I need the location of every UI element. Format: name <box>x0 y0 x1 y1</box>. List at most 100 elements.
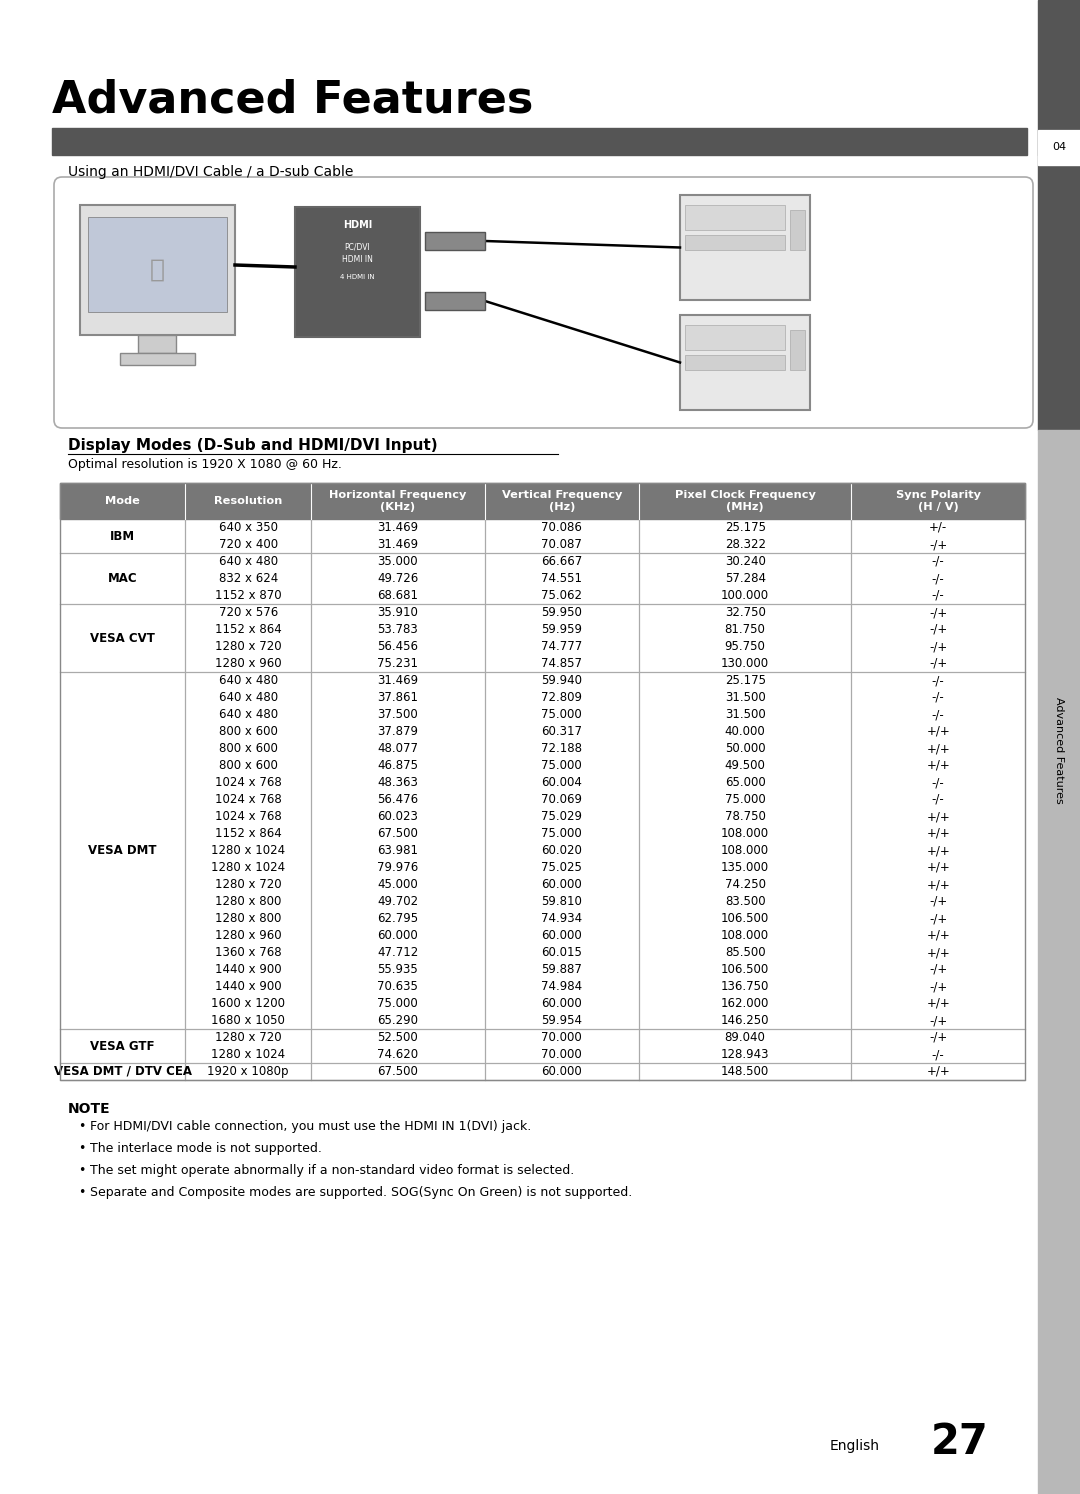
Text: +/+: +/+ <box>927 929 950 943</box>
FancyBboxPatch shape <box>54 176 1032 427</box>
Text: 31.469: 31.469 <box>377 521 418 533</box>
Text: 59.887: 59.887 <box>541 964 582 976</box>
Text: 48.363: 48.363 <box>377 775 418 789</box>
Text: 60.023: 60.023 <box>377 810 418 823</box>
Text: 74.857: 74.857 <box>541 657 582 669</box>
Text: 60.000: 60.000 <box>541 929 582 943</box>
Text: 75.000: 75.000 <box>377 996 418 1010</box>
Text: +/+: +/+ <box>927 996 950 1010</box>
Text: NOTE: NOTE <box>68 1103 110 1116</box>
Text: English: English <box>831 1439 880 1454</box>
Text: 72.809: 72.809 <box>541 692 582 704</box>
Text: 1152 x 864: 1152 x 864 <box>215 828 282 840</box>
Text: 85.500: 85.500 <box>725 946 766 959</box>
Text: 1360 x 768: 1360 x 768 <box>215 946 282 959</box>
Bar <box>60 483 1025 1080</box>
Text: 800 x 600: 800 x 600 <box>219 759 278 772</box>
Bar <box>680 315 810 409</box>
Bar <box>1038 130 1080 164</box>
Text: Resolution: Resolution <box>214 496 282 506</box>
Text: 27: 27 <box>931 1421 989 1463</box>
Text: Optimal resolution is 1920 X 1080 @ 60 Hz.: Optimal resolution is 1920 X 1080 @ 60 H… <box>68 459 342 471</box>
Text: Advanced Features: Advanced Features <box>1054 696 1064 804</box>
Text: 59.954: 59.954 <box>541 1014 582 1026</box>
Text: MAC: MAC <box>108 572 137 586</box>
Text: 75.000: 75.000 <box>541 759 582 772</box>
Text: 60.000: 60.000 <box>541 996 582 1010</box>
Text: 04: 04 <box>1052 142 1066 152</box>
Bar <box>60 483 1025 518</box>
Text: 48.077: 48.077 <box>377 743 418 754</box>
Text: •: • <box>78 1186 85 1200</box>
Text: 60.317: 60.317 <box>541 725 582 738</box>
Text: 1680 x 1050: 1680 x 1050 <box>212 1014 285 1026</box>
Text: 49.726: 49.726 <box>377 572 418 586</box>
Text: Horizontal Frequency
(KHz): Horizontal Frequency (KHz) <box>329 490 467 512</box>
Text: 106.500: 106.500 <box>721 911 769 925</box>
Text: The set might operate abnormally if a non-standard video format is selected.: The set might operate abnormally if a no… <box>90 1164 575 1177</box>
Text: 25.175: 25.175 <box>725 674 766 687</box>
Text: 106.500: 106.500 <box>721 964 769 976</box>
Bar <box>680 196 810 300</box>
Bar <box>295 208 420 338</box>
Text: -/+: -/+ <box>929 639 947 653</box>
Text: +/+: +/+ <box>927 844 950 858</box>
Text: 1280 x 800: 1280 x 800 <box>215 895 282 908</box>
Text: 60.000: 60.000 <box>377 929 418 943</box>
Text: 37.879: 37.879 <box>377 725 418 738</box>
Text: 60.004: 60.004 <box>541 775 582 789</box>
Text: 72.188: 72.188 <box>541 743 582 754</box>
Text: 35.910: 35.910 <box>377 607 418 619</box>
Text: 1280 x 800: 1280 x 800 <box>215 911 282 925</box>
Text: -/-: -/- <box>932 572 945 586</box>
Text: -/+: -/+ <box>929 911 947 925</box>
Text: 128.943: 128.943 <box>721 1047 769 1061</box>
Text: 1280 x 1024: 1280 x 1024 <box>211 861 285 874</box>
Bar <box>789 211 805 249</box>
Text: 4 HDMI IN: 4 HDMI IN <box>340 273 375 279</box>
Text: 1440 x 900: 1440 x 900 <box>215 964 282 976</box>
Text: Vertical Frequency
(Hz): Vertical Frequency (Hz) <box>501 490 622 512</box>
Text: -/-: -/- <box>932 708 945 722</box>
Text: 31.500: 31.500 <box>725 708 766 722</box>
Bar <box>120 353 195 365</box>
Text: 1920 x 1080p: 1920 x 1080p <box>207 1065 289 1079</box>
Text: 1024 x 768: 1024 x 768 <box>215 793 282 805</box>
Text: HDMI IN: HDMI IN <box>342 254 373 263</box>
Bar <box>685 205 785 230</box>
Text: 40.000: 40.000 <box>725 725 766 738</box>
Text: 1280 x 1024: 1280 x 1024 <box>211 844 285 858</box>
Text: 60.000: 60.000 <box>541 1065 582 1079</box>
Text: 74.250: 74.250 <box>725 878 766 890</box>
Text: -/-: -/- <box>932 674 945 687</box>
Text: 640 x 480: 640 x 480 <box>218 554 278 568</box>
Text: +/+: +/+ <box>927 725 950 738</box>
Text: 720 x 400: 720 x 400 <box>218 538 278 551</box>
Text: Mode: Mode <box>105 496 140 506</box>
Text: ⬛: ⬛ <box>149 258 164 282</box>
Text: VESA DMT: VESA DMT <box>89 844 157 858</box>
Text: 100.000: 100.000 <box>721 589 769 602</box>
Text: 1280 x 960: 1280 x 960 <box>215 657 282 669</box>
Text: 146.250: 146.250 <box>721 1014 769 1026</box>
Text: 70.069: 70.069 <box>541 793 582 805</box>
Text: 1280 x 960: 1280 x 960 <box>215 929 282 943</box>
Text: -/+: -/+ <box>929 964 947 976</box>
Text: -/+: -/+ <box>929 538 947 551</box>
Text: 45.000: 45.000 <box>377 878 418 890</box>
Text: 67.500: 67.500 <box>377 1065 418 1079</box>
Text: PC/DVI: PC/DVI <box>345 242 370 251</box>
Text: -/-: -/- <box>932 793 945 805</box>
Text: 130.000: 130.000 <box>721 657 769 669</box>
Text: -/-: -/- <box>932 692 945 704</box>
Text: 57.284: 57.284 <box>725 572 766 586</box>
Text: 74.551: 74.551 <box>541 572 582 586</box>
Text: -/+: -/+ <box>929 1031 947 1044</box>
Text: 1024 x 768: 1024 x 768 <box>215 810 282 823</box>
Bar <box>789 330 805 371</box>
Text: 75.029: 75.029 <box>541 810 582 823</box>
Text: 81.750: 81.750 <box>725 623 766 636</box>
Text: •: • <box>78 1120 85 1132</box>
Text: 135.000: 135.000 <box>721 861 769 874</box>
Text: 640 x 350: 640 x 350 <box>218 521 278 533</box>
